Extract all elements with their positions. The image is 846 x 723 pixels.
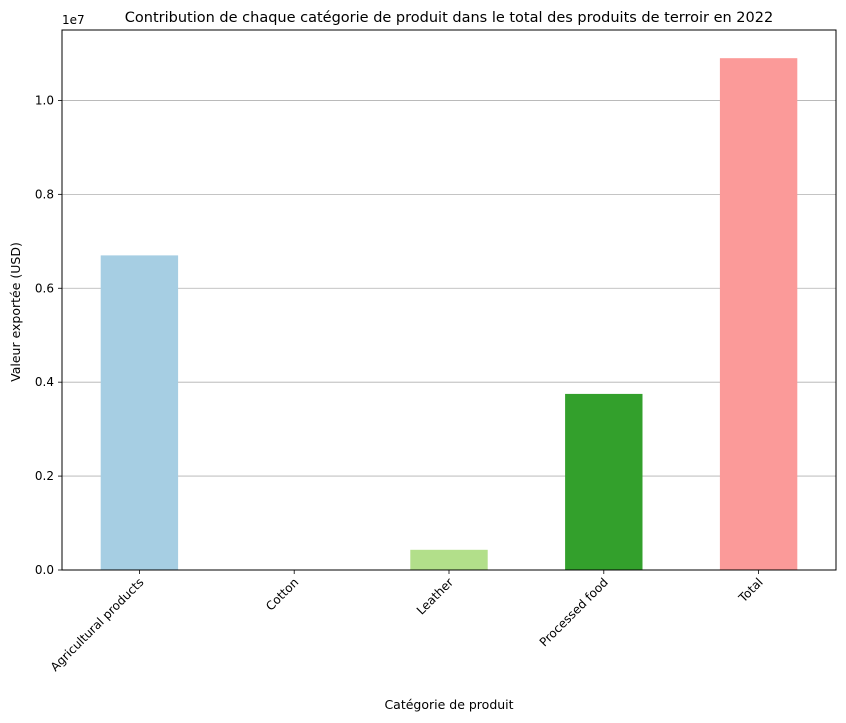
x-tick-label: Total bbox=[735, 575, 765, 605]
y-tick-label: 0.2 bbox=[35, 469, 54, 483]
x-tick-label: Processed food bbox=[537, 575, 611, 649]
x-tick-label: Cotton bbox=[263, 575, 301, 613]
y-axis: 0.0 0.2 0.4 0.6 0.8 1.0 bbox=[35, 93, 62, 577]
y-axis-label: Valeur exportée (USD) bbox=[8, 242, 23, 382]
bar-leather bbox=[410, 549, 488, 570]
x-tick-label: Leather bbox=[414, 575, 456, 617]
y-tick-label: 0.8 bbox=[35, 187, 54, 201]
x-axis: Agricultural products Cotton Leather Proces… bbox=[48, 570, 766, 674]
bar-agricultural-products bbox=[100, 255, 179, 571]
y-gridlines bbox=[62, 100, 836, 477]
bars bbox=[100, 58, 798, 571]
x-tick-label: Agricultural products bbox=[48, 575, 147, 674]
bar-total bbox=[719, 58, 798, 570]
chart-title: Contribution de chaque catégorie de prod… bbox=[125, 10, 773, 26]
y-tick-label: 0.4 bbox=[35, 375, 54, 389]
y-tick-label: 1.0 bbox=[35, 93, 54, 107]
y-tick-label: 0.6 bbox=[35, 281, 54, 295]
y-tick-label: 0.0 bbox=[35, 563, 54, 577]
y-offset-label: 1e7 bbox=[62, 13, 85, 27]
x-axis-label: Catégorie de produit bbox=[384, 697, 513, 712]
bar-processed-food bbox=[565, 393, 643, 570]
